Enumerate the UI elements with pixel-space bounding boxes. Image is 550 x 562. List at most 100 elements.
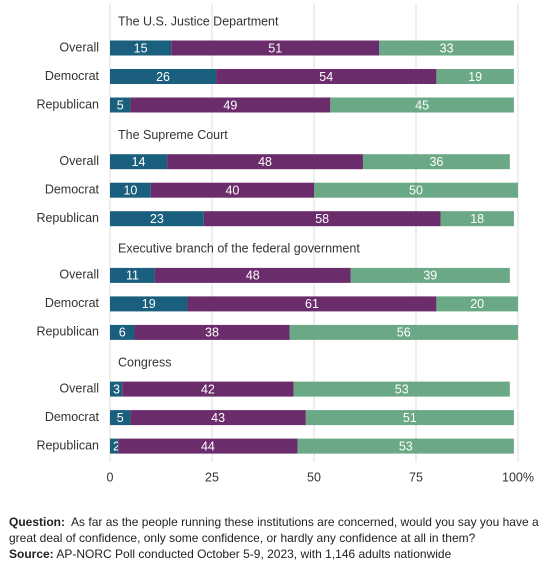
bar-segment xyxy=(122,381,294,397)
bar-segment xyxy=(289,324,518,340)
y-tick-label: Democrat xyxy=(45,410,100,424)
data-label: 51 xyxy=(268,41,282,55)
bar-segment xyxy=(187,296,437,312)
data-label: 53 xyxy=(395,382,409,396)
bar-segment xyxy=(110,97,131,113)
data-label: 3 xyxy=(113,382,120,396)
bar-segment xyxy=(110,40,172,56)
source: Source: AP-NORC Poll conducted October 5… xyxy=(9,546,539,562)
bar-segment xyxy=(110,267,155,283)
bar-segment xyxy=(305,410,514,426)
data-label: 36 xyxy=(429,155,443,169)
group-title: Executive branch of the federal governme… xyxy=(118,242,360,256)
bar-segment xyxy=(362,154,510,170)
y-tick-label: Republican xyxy=(36,97,99,111)
bar-segment xyxy=(110,211,204,227)
x-tick-label: 25 xyxy=(205,470,219,484)
x-tick-label: 0 xyxy=(107,470,114,484)
y-tick-label: Overall xyxy=(59,154,99,168)
bar-segment xyxy=(297,438,514,454)
x-tick-label: 50 xyxy=(307,470,321,484)
bar-segment xyxy=(154,267,351,283)
page: 0 25 50 75 100% The U.S. Justice Department Ov… xyxy=(9,4,539,561)
data-label: 10 xyxy=(123,183,137,197)
data-label: 5 xyxy=(117,98,124,112)
bar-segment xyxy=(314,182,518,198)
data-label: 51 xyxy=(403,411,417,425)
y-tick-label: Republican xyxy=(36,438,99,452)
bar-segment xyxy=(203,211,441,227)
data-label: 48 xyxy=(258,155,272,169)
data-label: 18 xyxy=(470,212,484,226)
bar-segment xyxy=(110,410,131,426)
data-label: 14 xyxy=(132,155,146,169)
bar-segment xyxy=(130,97,331,113)
bar-segment xyxy=(110,69,217,84)
question: Question: As far as the people running t… xyxy=(9,514,539,546)
data-label: 54 xyxy=(319,70,333,84)
bar-segment xyxy=(167,154,363,170)
bar-segment xyxy=(110,324,135,340)
data-label: 58 xyxy=(315,212,329,226)
bar-segment xyxy=(440,211,514,227)
data-label: 15 xyxy=(134,41,148,55)
bar-segment xyxy=(110,154,168,170)
y-tick-label: Democrat xyxy=(45,69,100,83)
y-tick-label: Overall xyxy=(59,381,99,395)
data-label: 44 xyxy=(201,439,215,453)
data-label: 11 xyxy=(126,269,139,283)
bar-segment xyxy=(110,381,123,397)
data-label: 45 xyxy=(415,98,429,112)
bar-segment xyxy=(436,296,518,312)
data-label: 23 xyxy=(150,212,164,226)
bar-segment xyxy=(134,324,290,340)
x-tick-label: 100% xyxy=(502,470,534,484)
data-label: 48 xyxy=(246,269,260,283)
footer: Question: As far as the people running t… xyxy=(9,514,539,562)
bar-segment xyxy=(171,40,380,56)
bar-segment xyxy=(330,97,514,113)
data-label: 43 xyxy=(211,411,225,425)
data-label: 26 xyxy=(156,70,170,84)
y-tick-label: Overall xyxy=(59,268,99,282)
y-tick-label: Democrat xyxy=(45,182,100,196)
data-label: 42 xyxy=(201,382,215,396)
data-label: 6 xyxy=(119,326,126,340)
y-tick-label: Republican xyxy=(36,211,99,225)
bar-segment xyxy=(110,438,119,454)
bar-segment xyxy=(118,438,298,454)
bar-segment xyxy=(216,69,437,84)
x-tick-label: 75 xyxy=(409,470,423,484)
data-label: 20 xyxy=(470,297,484,311)
group-title: The U.S. Justice Department xyxy=(118,14,279,28)
bar-segment xyxy=(150,182,314,198)
data-label: 49 xyxy=(223,98,237,112)
data-label: 53 xyxy=(399,439,413,453)
data-label: 33 xyxy=(440,41,454,55)
bar-segment xyxy=(379,40,514,56)
data-label: 56 xyxy=(397,326,411,340)
data-label: 61 xyxy=(305,297,319,311)
data-label: 19 xyxy=(142,297,156,311)
bar-segment xyxy=(110,296,188,312)
bar-segment xyxy=(130,410,306,426)
bar-segment xyxy=(293,381,510,397)
data-label: 2 xyxy=(113,439,120,453)
question-text: As far as the people running these insti… xyxy=(9,515,539,545)
data-label: 38 xyxy=(205,326,219,340)
bar-segment xyxy=(110,182,151,198)
group-title: Congress xyxy=(118,355,172,369)
data-label: 5 xyxy=(117,411,124,425)
source-text: AP-NORC Poll conducted October 5-9, 2023… xyxy=(56,547,452,561)
group-title: The Supreme Court xyxy=(118,128,228,142)
y-tick-label: Republican xyxy=(36,325,99,339)
y-tick-label: Democrat xyxy=(45,296,100,310)
chart: 0 25 50 75 100%The U.S. Justice DepartmentOv… xyxy=(36,4,534,484)
bar-segment xyxy=(436,69,514,84)
data-label: 39 xyxy=(423,269,437,283)
data-label: 50 xyxy=(409,183,423,197)
source-label: Source: xyxy=(9,547,54,561)
data-label: 40 xyxy=(225,183,239,197)
y-tick-label: Overall xyxy=(59,40,99,54)
bar-segment xyxy=(350,267,510,283)
